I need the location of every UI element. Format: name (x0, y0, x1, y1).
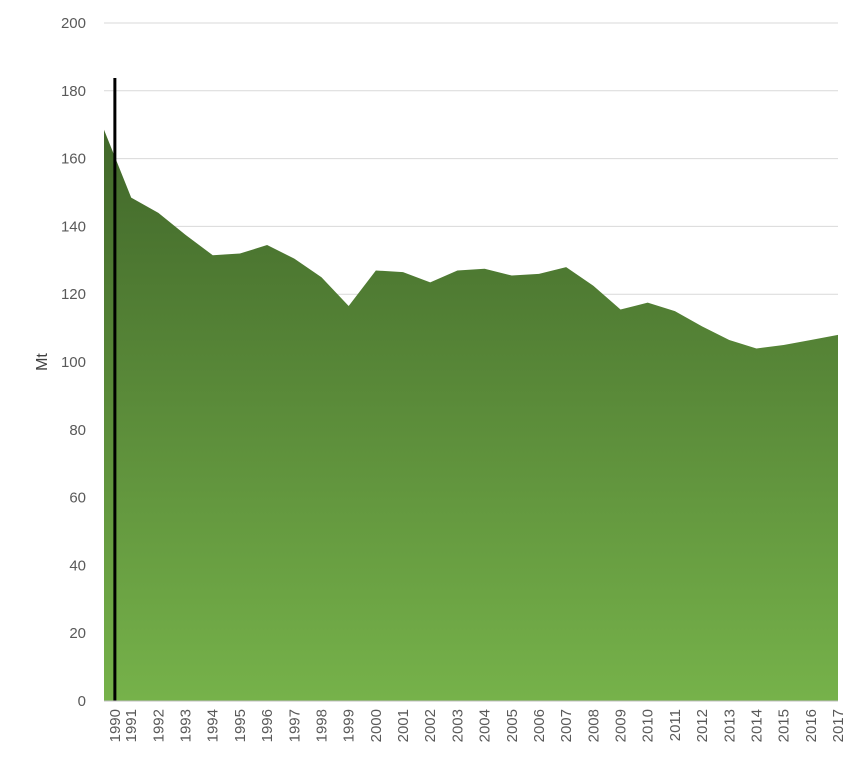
x-tick-label: 1991 (123, 709, 140, 742)
area-series (104, 129, 838, 701)
y-tick-label: 120 (61, 286, 86, 303)
y-tick-label: 160 (61, 151, 86, 168)
x-tick-label: 2003 (449, 709, 466, 742)
y-axis-label: Mt (34, 353, 51, 371)
x-tick-label: 1999 (341, 709, 358, 742)
x-tick-label: 2012 (694, 709, 711, 742)
x-tick-label: 2016 (803, 709, 820, 742)
x-tick-label: 2013 (721, 709, 738, 742)
x-tick-label: 2001 (395, 709, 412, 742)
x-tick-label: 2004 (477, 709, 494, 742)
y-tick-label: 100 (61, 354, 86, 371)
x-tick-label: 2011 (667, 709, 684, 741)
x-tick-label: 1998 (313, 709, 330, 742)
x-tick-label: 1993 (178, 709, 195, 742)
x-tick-label: 1992 (150, 709, 167, 742)
x-tick-label: 2015 (776, 709, 793, 742)
x-tick-label: 1995 (232, 709, 249, 742)
x-tick-label: 2010 (640, 709, 657, 742)
y-tick-label: 40 (69, 557, 86, 574)
y-tick-label: 140 (61, 218, 86, 235)
area-series-fill (104, 129, 838, 701)
y-tick-label: 60 (69, 490, 86, 507)
x-tick-label: 2005 (504, 709, 521, 742)
y-axis-ticks: 0 20 40 60 80 100 120 140 160 180 200 (61, 15, 86, 710)
y-tick-label: 180 (61, 83, 86, 100)
x-tick-label: 1996 (259, 709, 276, 742)
x-tick-label: 2017 (830, 709, 847, 742)
x-tick-label: 1990 (107, 709, 124, 742)
x-tick-label: 2002 (422, 709, 439, 742)
y-tick-label: 200 (61, 15, 86, 32)
y-tick-label: 0 (78, 693, 86, 710)
y-tick-label: 20 (69, 625, 86, 642)
x-tick-label: 2007 (558, 709, 575, 742)
x-tick-label: 2009 (613, 709, 630, 742)
x-tick-label: 2008 (585, 709, 602, 742)
x-tick-label: 2000 (368, 709, 385, 742)
x-tick-label: 1994 (205, 709, 222, 742)
x-tick-label: 2014 (748, 709, 765, 742)
y-tick-label: 80 (69, 422, 86, 439)
x-axis-ticks: 1990 1991 1992 1993 1994 1995 1996 1997 1998 1999… (104, 700, 847, 742)
x-tick-label: 1997 (286, 709, 303, 742)
x-tick-label: 2006 (531, 709, 548, 742)
